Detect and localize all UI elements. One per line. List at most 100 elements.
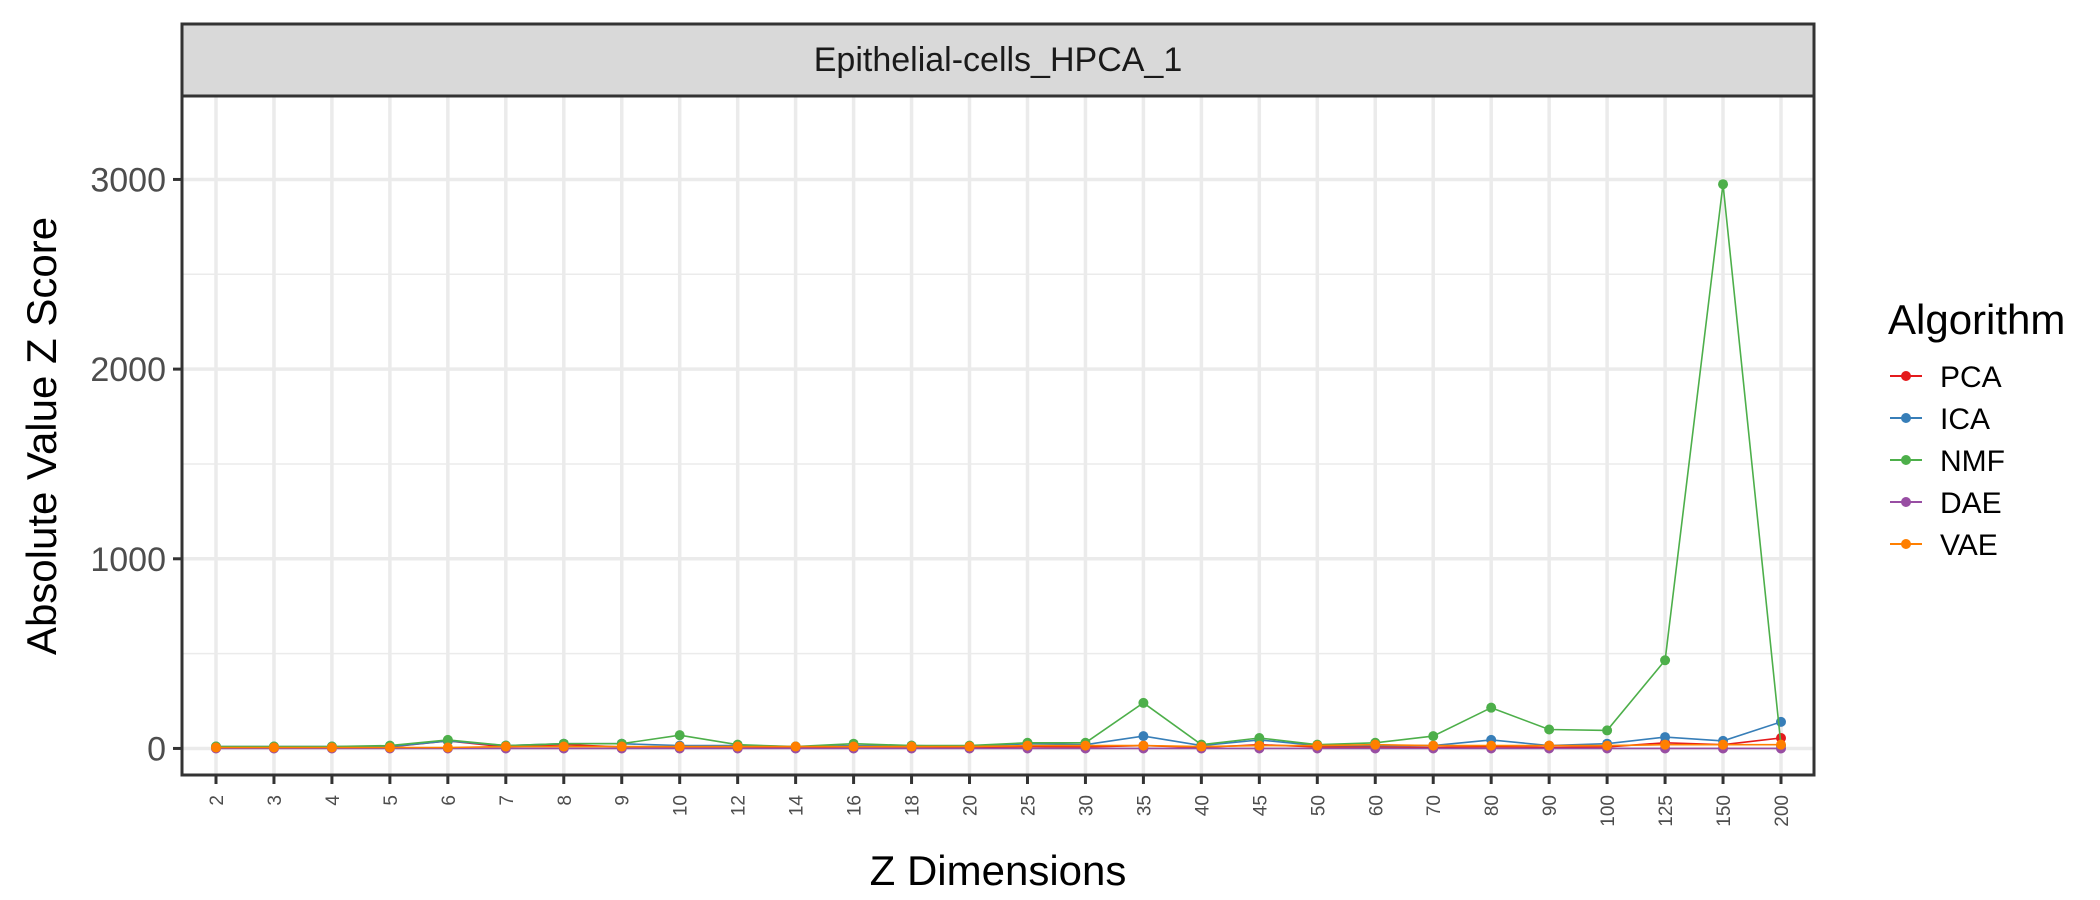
legend-item-pca: PCA (1890, 361, 2002, 394)
y-tick-label-1: 1000 (90, 541, 166, 579)
point-nmf-6 (442, 734, 453, 745)
x-tick-label-22: 80 (1482, 795, 1503, 816)
x-tick-label-10: 14 (787, 795, 808, 817)
series-layer (211, 179, 1786, 754)
point-vae-4 (326, 742, 337, 753)
point-vae-9 (616, 741, 627, 752)
x-tick-label-4: 6 (439, 795, 460, 806)
legend-label-dae: DAE (1940, 487, 2002, 520)
point-vae-10 (674, 741, 685, 752)
point-vae-2 (211, 742, 221, 753)
legend-item-dae: DAE (1890, 487, 2002, 520)
point-nmf-80 (1486, 702, 1497, 713)
point-vae-14 (790, 741, 801, 752)
x-tick-label-2: 4 (323, 795, 344, 806)
legend-title: Algorithm (1888, 296, 2065, 343)
x-tick-label-5: 7 (497, 795, 518, 806)
legend-key-point-pca (1901, 371, 1911, 381)
x-tick-label-7: 9 (613, 795, 634, 806)
x-axis: 2 3 4 5 6 7 8 9 10 12 14 16 18 20 25 30 35 40 45 50 60 70 80 90… (207, 775, 1793, 827)
point-vae-35 (1138, 740, 1149, 751)
y-tick-label-2: 2000 (90, 351, 166, 389)
point-vae-16 (848, 741, 859, 752)
point-vae-100 (1602, 740, 1613, 751)
point-vae-80 (1486, 740, 1497, 751)
point-vae-6 (442, 742, 453, 753)
legend-key-point-ica (1901, 413, 1911, 423)
x-tick-label-17: 40 (1192, 795, 1213, 816)
point-vae-45 (1254, 740, 1265, 751)
point-vae-12 (732, 741, 743, 752)
legend-label-ica: ICA (1940, 403, 1990, 436)
x-axis-title: Z Dimensions (870, 847, 1127, 894)
x-tick-label-12: 18 (903, 795, 924, 816)
x-tick-label-13: 20 (961, 795, 982, 816)
point-nmf-70 (1428, 731, 1439, 742)
x-tick-label-8: 10 (671, 795, 692, 816)
x-tick-label-24: 100 (1598, 795, 1619, 827)
point-vae-7 (500, 741, 511, 752)
legend-label-nmf: NMF (1940, 445, 2005, 478)
point-vae-8 (558, 741, 569, 752)
point-vae-125 (1660, 739, 1671, 750)
x-tick-label-19: 50 (1308, 795, 1329, 816)
point-vae-3 (268, 742, 279, 753)
legend-item-nmf: NMF (1890, 445, 2005, 478)
point-nmf-90 (1544, 724, 1555, 735)
facet-strip-background (180, 22, 1816, 98)
point-vae-60 (1370, 739, 1381, 750)
point-nmf-150 (1718, 179, 1729, 190)
point-nmf-100 (1602, 725, 1613, 736)
point-ica-125 (1660, 732, 1671, 743)
point-nmf-45 (1254, 733, 1265, 744)
legend-label-vae: VAE (1940, 529, 1998, 562)
point-vae-70 (1428, 740, 1439, 751)
legend-label-pca: PCA (1940, 361, 2002, 394)
y-axis: 0 1000 2000 3000 (90, 161, 182, 768)
series-line-nmf (216, 184, 1782, 748)
legend: Algorithm PCA ICA NMF DAE VAE (1888, 296, 2065, 562)
facet-strip: Epithelial-cells_HPCA_1 (180, 22, 1816, 98)
x-tick-label-27: 200 (1772, 795, 1793, 827)
point-vae-50 (1312, 740, 1323, 751)
panel-border (180, 94, 1816, 777)
x-tick-label-23: 90 (1540, 795, 1561, 816)
point-vae-200 (1776, 739, 1786, 750)
point-nmf-10 (674, 730, 685, 741)
legend-key-point-vae (1901, 539, 1911, 549)
point-vae-30 (1080, 740, 1091, 751)
panel-background (182, 96, 1814, 775)
point-vae-18 (906, 741, 917, 752)
x-tick-label-16: 35 (1134, 795, 1155, 816)
point-vae-25 (1022, 740, 1033, 751)
x-tick-label-3: 5 (381, 795, 402, 806)
point-vae-150 (1718, 739, 1729, 750)
point-vae-5 (384, 742, 395, 753)
x-tick-label-21: 70 (1424, 795, 1445, 816)
grid-major (182, 96, 1814, 775)
legend-key-point-nmf (1901, 455, 1911, 465)
legend-key-point-dae (1901, 497, 1911, 507)
x-tick-label-26: 150 (1714, 795, 1735, 827)
x-tick-label-9: 12 (729, 795, 750, 816)
legend-item-vae: VAE (1890, 529, 1998, 562)
point-nmf-125 (1660, 655, 1671, 666)
point-vae-20 (964, 741, 975, 752)
x-tick-label-6: 8 (555, 795, 576, 806)
x-tick-label-15: 30 (1076, 795, 1097, 816)
series-vae (211, 739, 1786, 753)
point-vae-90 (1544, 740, 1555, 751)
grid-minor (182, 273, 1814, 655)
point-ica-35 (1138, 731, 1149, 742)
plot-panel (180, 94, 1816, 777)
y-axis-title: Absolute Value Z Score (18, 217, 65, 655)
x-tick-label-25: 125 (1656, 795, 1677, 827)
point-nmf-35 (1138, 697, 1149, 708)
legend-item-ica: ICA (1890, 403, 1990, 436)
y-tick-label-3: 3000 (90, 161, 166, 199)
x-tick-label-0: 2 (207, 795, 228, 806)
x-tick-label-11: 16 (845, 795, 866, 816)
facet-label: Epithelial-cells_HPCA_1 (814, 41, 1183, 79)
x-tick-label-20: 60 (1366, 795, 1387, 816)
